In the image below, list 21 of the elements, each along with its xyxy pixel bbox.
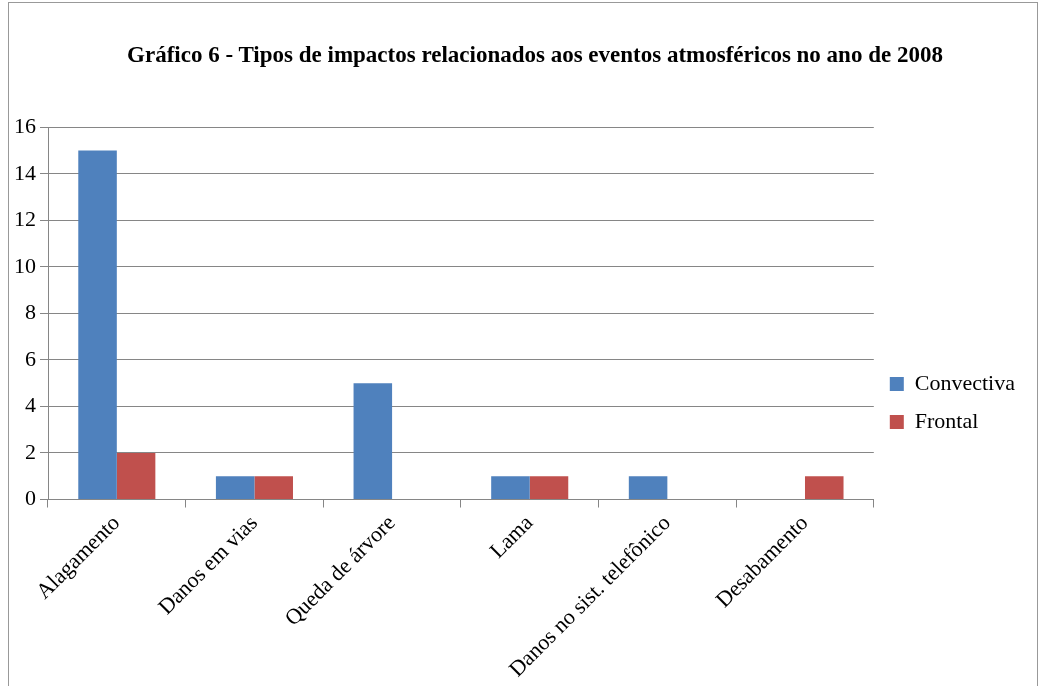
legend-label: Convectiva — [914, 369, 1016, 395]
y-tick-label: 6 — [25, 345, 36, 371]
bar — [116, 452, 156, 500]
y-tick-label: 4 — [25, 392, 36, 418]
chart-title: Gráfico 6 - Tipos de impactos relacionados aos eventos atmosféricos no ano de 2008 — [126, 41, 944, 69]
bar — [78, 150, 117, 500]
y-tick-label: 2 — [25, 438, 36, 464]
legend-label: Frontal — [914, 407, 979, 433]
y-tick-label: 16 — [14, 112, 36, 138]
y-tick-label: 12 — [14, 206, 36, 232]
bar — [353, 383, 393, 500]
bar — [804, 476, 844, 500]
bar — [215, 476, 255, 500]
bar — [491, 476, 530, 500]
bar — [628, 476, 668, 500]
y-tick-label: 10 — [14, 252, 36, 278]
bar — [254, 476, 293, 500]
y-tick-label: 8 — [25, 299, 36, 325]
y-tick-label: 14 — [14, 159, 36, 185]
bar — [529, 476, 569, 500]
y-tick-label: 0 — [25, 485, 36, 511]
